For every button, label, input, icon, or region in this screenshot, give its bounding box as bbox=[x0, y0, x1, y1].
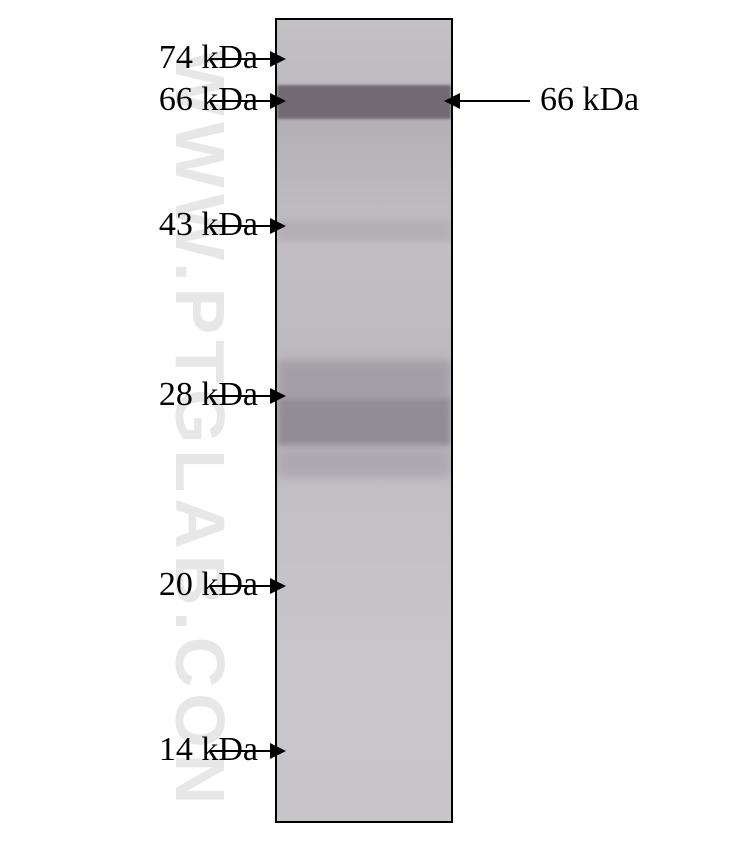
marker-arrow-14kda bbox=[210, 750, 272, 752]
watermark-text: WWW.PTGLAB.CON bbox=[160, 50, 240, 811]
gel-lane bbox=[275, 18, 453, 823]
target-label-66kda: 66 kDa bbox=[540, 83, 639, 117]
marker-arrow-43kda bbox=[210, 225, 272, 227]
marker-arrow-28kda bbox=[210, 395, 272, 397]
marker-arrow-20kda bbox=[210, 585, 272, 587]
marker-arrow-66kda-left bbox=[210, 100, 272, 102]
band-target-66kda bbox=[277, 85, 451, 119]
target-arrow-66kda bbox=[458, 100, 530, 102]
marker-arrow-74kda bbox=[210, 58, 272, 60]
band-smear-28kda-main bbox=[277, 398, 451, 446]
gel-figure: WWW.PTGLAB.CON 74 kDa 66 kDa 43 kDa 28 k… bbox=[0, 0, 740, 845]
band-smear-28kda-upper bbox=[277, 360, 451, 400]
band-smear-28kda-lower bbox=[277, 448, 451, 478]
band-faint-43kda bbox=[277, 220, 451, 242]
